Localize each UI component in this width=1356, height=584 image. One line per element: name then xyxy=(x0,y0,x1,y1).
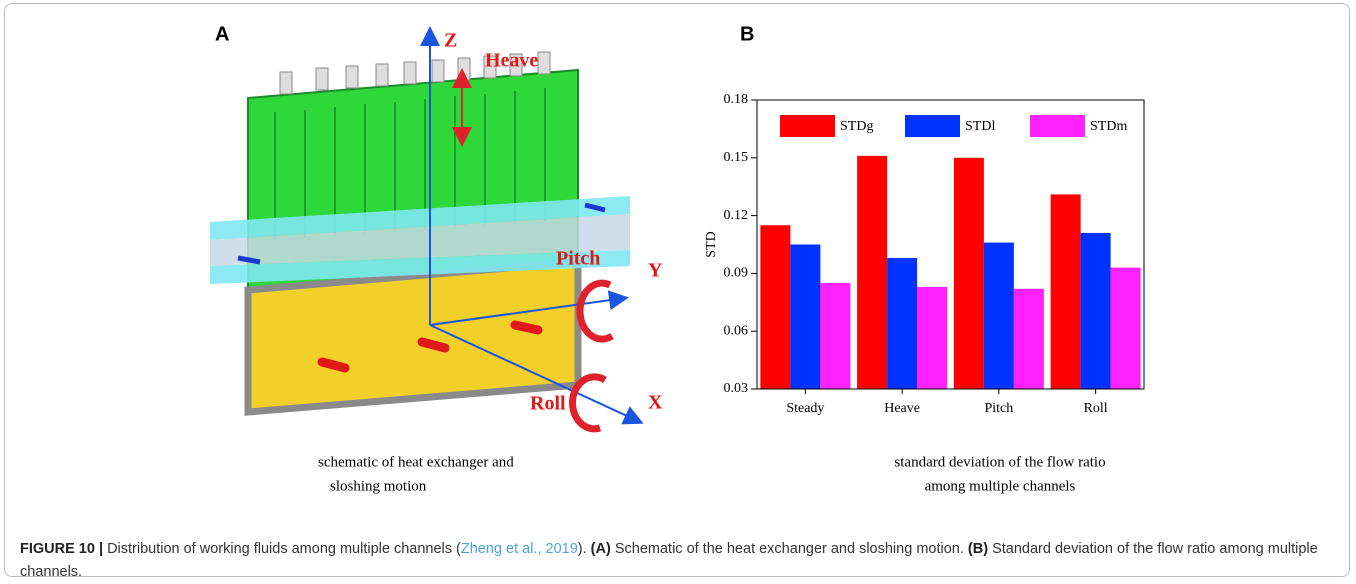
y-tick-label: 0.03 xyxy=(724,381,749,396)
bar xyxy=(820,283,850,389)
caption-label: FIGURE 10 | xyxy=(20,541,103,557)
pitch-arrow xyxy=(580,283,612,339)
bar xyxy=(790,245,820,390)
y-tick-label: 0.06 xyxy=(724,323,749,338)
legend-label: STDg xyxy=(840,119,873,134)
axis-label: Y xyxy=(648,260,663,282)
bar xyxy=(1081,233,1111,389)
legend-label: STDm xyxy=(1090,119,1127,134)
x-tick-label: Steady xyxy=(786,401,824,416)
x-tick-label: Pitch xyxy=(984,401,1013,416)
x-tick-label: Roll xyxy=(1084,401,1108,416)
caption-label: (B) xyxy=(968,541,988,557)
legend-swatch xyxy=(780,115,835,137)
figure: A Z Heave Pitch Y Roll X schematic of he… xyxy=(0,0,1356,535)
bar xyxy=(954,158,984,389)
bar xyxy=(1111,268,1141,389)
bar xyxy=(917,287,947,389)
bar xyxy=(984,243,1014,389)
caption-label: (A) xyxy=(591,541,611,557)
bar xyxy=(1014,289,1044,389)
panel-letter: A xyxy=(215,23,229,45)
y-tick-label: 0.12 xyxy=(724,208,749,223)
subcaption: schematic of heat exchanger and xyxy=(318,454,514,470)
bar xyxy=(1051,194,1081,389)
caption-text: Schematic of the heat exchanger and slos… xyxy=(615,541,964,557)
bar xyxy=(887,258,917,389)
motion-label: Pitch xyxy=(556,248,600,270)
legend-label: STDl xyxy=(965,119,995,134)
y-tick-label: 0.09 xyxy=(724,266,749,281)
legend-swatch xyxy=(1030,115,1085,137)
x-tick-label: Heave xyxy=(884,401,920,416)
panel-letter: B xyxy=(740,23,754,45)
yellow-panel xyxy=(248,262,578,412)
caption-text: ). xyxy=(578,541,587,557)
caption: FIGURE 10 | Distribution of working flui… xyxy=(20,538,1330,584)
subcaption: sloshing motion xyxy=(330,478,427,494)
caption-text: Distribution of working fluids among mul… xyxy=(107,541,461,557)
motion-label: Heave xyxy=(485,50,538,72)
bar-chart: 0.03 0.06 0.09 0.12 0.15 0.18 STD Steady Heave Pi… xyxy=(704,92,1144,416)
subcaption: standard deviation of the flow ratio xyxy=(894,454,1105,470)
legend-swatch xyxy=(905,115,960,137)
page: A Z Heave Pitch Y Roll X schematic of he… xyxy=(0,0,1356,583)
axis-label: X xyxy=(648,392,663,414)
citation[interactable]: Zheng et al., 2019 xyxy=(461,541,578,557)
bar xyxy=(760,225,790,389)
axis-label: Z xyxy=(444,30,457,52)
bar xyxy=(857,156,887,389)
schematic xyxy=(210,30,640,429)
y-tick-label: 0.18 xyxy=(724,92,749,107)
subcaption: among multiple channels xyxy=(925,478,1076,494)
motion-label: Roll xyxy=(530,393,566,415)
y-axis-label: STD xyxy=(704,231,719,257)
y-tick-label: 0.15 xyxy=(724,150,749,165)
